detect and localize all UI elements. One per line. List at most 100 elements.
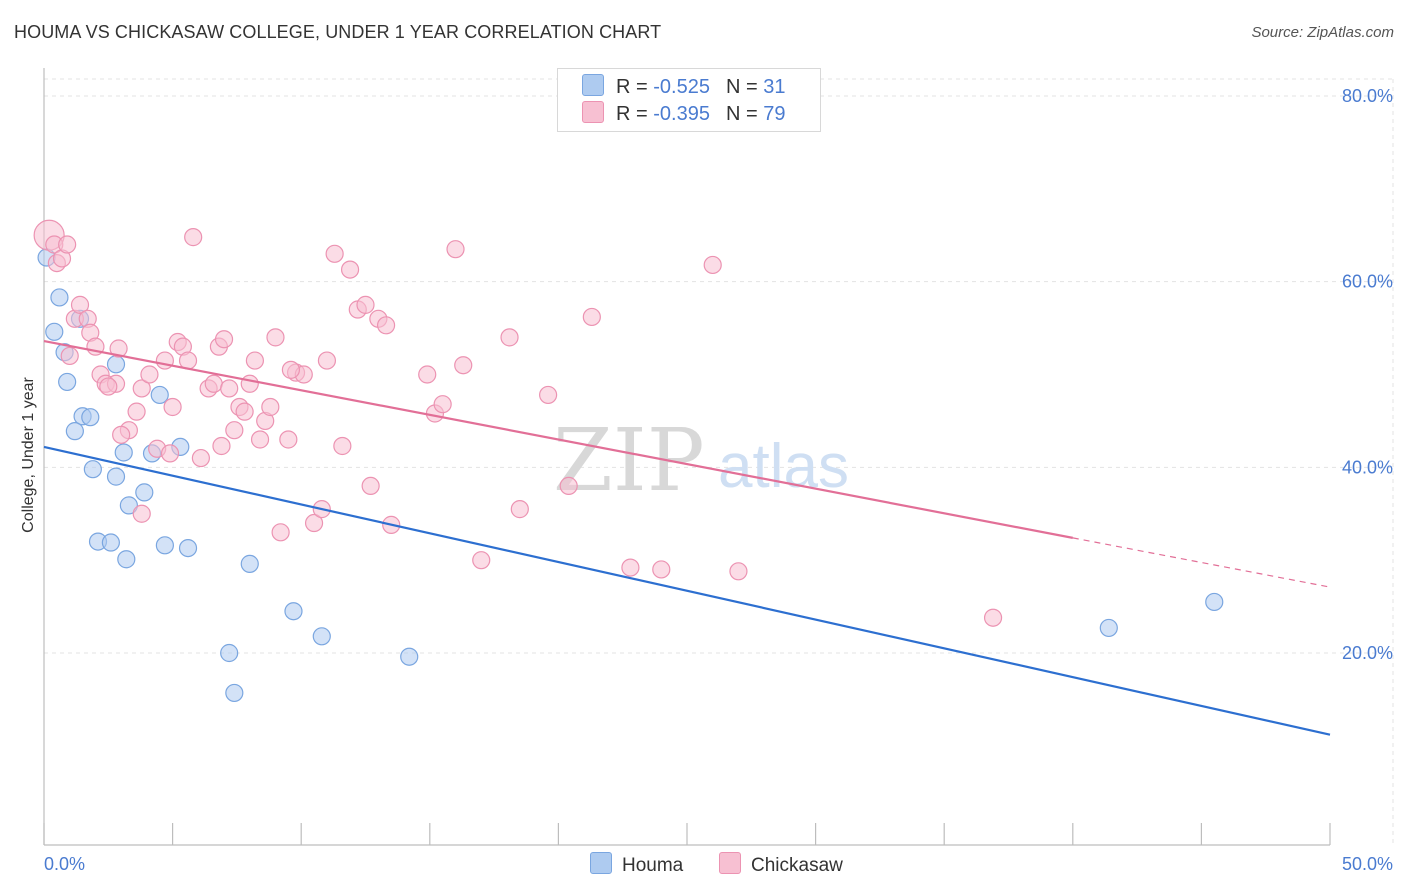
- chickasaw-point: [559, 476, 578, 495]
- chickasaw-point: [983, 608, 1003, 627]
- legend-row-houma: R = -0.525 N = 31: [582, 74, 785, 100]
- chickasaw-point: [155, 351, 174, 370]
- bottom-legend-houma[interactable]: Houma: [590, 852, 683, 877]
- chickasaw-trend-extension: [1072, 537, 1331, 588]
- houma-point: [220, 643, 239, 663]
- houma-point: [106, 355, 126, 374]
- chickasaw-point: [99, 377, 118, 396]
- chickasaw-point: [58, 235, 77, 254]
- chickasaw-point: [163, 397, 182, 417]
- chickasaw-point: [539, 385, 558, 405]
- houma-point: [284, 602, 303, 621]
- chickasaw-point: [127, 402, 146, 421]
- chickasaw-point: [361, 476, 380, 495]
- chickasaw-point: [112, 425, 131, 444]
- houma-point: [1099, 618, 1118, 638]
- chickasaw-point: [160, 444, 180, 463]
- y-tick-label: 40.0%: [1342, 457, 1393, 477]
- chickasaw-point: [454, 356, 473, 375]
- chart-title: HOUMA VS CHICKASAW COLLEGE, UNDER 1 YEAR…: [14, 22, 662, 42]
- chickasaw-point: [261, 397, 280, 417]
- houma-point: [65, 422, 84, 441]
- legend-n-label: N =: [725, 76, 758, 98]
- chickasaw-trend-line: [43, 339, 1074, 539]
- chickasaw-point: [220, 379, 239, 398]
- chickasaw-point: [418, 365, 437, 384]
- chickasaw-point: [729, 562, 748, 581]
- legend-r-value: -0.525: [653, 76, 710, 98]
- y-axis-label: College, Under 1 year: [20, 377, 37, 533]
- chickasaw-point: [266, 328, 285, 347]
- houma-point: [312, 627, 331, 646]
- houma-point: [178, 538, 198, 558]
- houma-point: [240, 554, 259, 573]
- y-tick-label: 60.0%: [1342, 272, 1393, 292]
- chickasaw-point: [109, 339, 128, 358]
- houma-point: [114, 443, 133, 462]
- chickasaw-point: [582, 307, 601, 327]
- chickasaw-point: [333, 436, 352, 456]
- chickasaw-point: [703, 255, 722, 275]
- chickasaw-point: [70, 295, 90, 314]
- chickasaw-point: [446, 240, 465, 259]
- legend-n-value: 31: [763, 76, 786, 98]
- chickasaw-point: [225, 421, 244, 440]
- chickasaw-point: [184, 228, 203, 247]
- chickasaw-point: [356, 295, 375, 314]
- y-tick-label: 80.0%: [1342, 86, 1393, 106]
- houma-point: [58, 372, 77, 392]
- houma-point: [50, 288, 69, 307]
- legend-r-label: R =: [616, 76, 648, 98]
- chickasaw-swatch: [582, 101, 604, 123]
- chickasaw-point: [304, 513, 324, 533]
- houma-point: [155, 536, 174, 555]
- chickasaw-point: [271, 523, 290, 542]
- houma-point: [83, 460, 102, 479]
- legend-n-label: N =: [725, 103, 758, 125]
- chickasaw-point: [433, 395, 452, 414]
- houma-point: [106, 467, 126, 486]
- data-points: [33, 219, 1224, 703]
- legend-r-value: -0.395: [653, 103, 710, 125]
- houma-trend-line: [43, 445, 1331, 736]
- trend-lines: [43, 339, 1331, 736]
- houma-point: [225, 683, 244, 703]
- chickasaw-point: [279, 430, 298, 449]
- chickasaw-point: [60, 346, 79, 366]
- legend-row-chickasaw: R = -0.395 N = 79: [582, 101, 785, 127]
- watermark: ZIP atlas: [553, 411, 849, 511]
- chickasaw-legend-swatch: [719, 852, 741, 874]
- chickasaw-point: [204, 374, 223, 393]
- bottom-legend-chickasaw[interactable]: Chickasaw: [719, 852, 843, 877]
- axes: [43, 68, 1331, 846]
- chickasaw-point: [191, 448, 210, 468]
- chickasaw-point: [472, 551, 491, 570]
- chickasaw-point: [240, 374, 259, 393]
- houma-legend-swatch: [590, 852, 612, 874]
- x-tick-label-min: 0.0%: [44, 854, 85, 874]
- legend-r-label: R =: [616, 103, 648, 125]
- chickasaw-point: [317, 351, 337, 370]
- houma-point: [1205, 592, 1224, 612]
- watermark-zip: ZIP: [553, 411, 705, 511]
- houma-point: [81, 408, 100, 427]
- chickasaw-point: [376, 316, 396, 335]
- chickasaw-point: [140, 365, 159, 384]
- chickasaw-point: [212, 436, 231, 456]
- houma-point: [101, 533, 120, 552]
- chickasaw-point: [245, 351, 265, 370]
- houma-point: [150, 385, 169, 405]
- houma-point: [119, 496, 138, 515]
- chickasaw-point: [235, 402, 254, 421]
- correlation-legend: R = -0.525 N = 31 R = -0.395 N = 79: [557, 68, 821, 132]
- chickasaw-point: [132, 504, 151, 523]
- chickasaw-point: [250, 430, 270, 449]
- chickasaw-point: [621, 558, 640, 577]
- chickasaw-point: [510, 500, 529, 519]
- houma-point: [135, 483, 154, 502]
- chickasaw-point: [281, 360, 301, 379]
- houma-legend-label: Houma: [622, 855, 684, 876]
- chickasaw-point: [214, 330, 234, 349]
- legend-n-value: 79: [763, 103, 786, 125]
